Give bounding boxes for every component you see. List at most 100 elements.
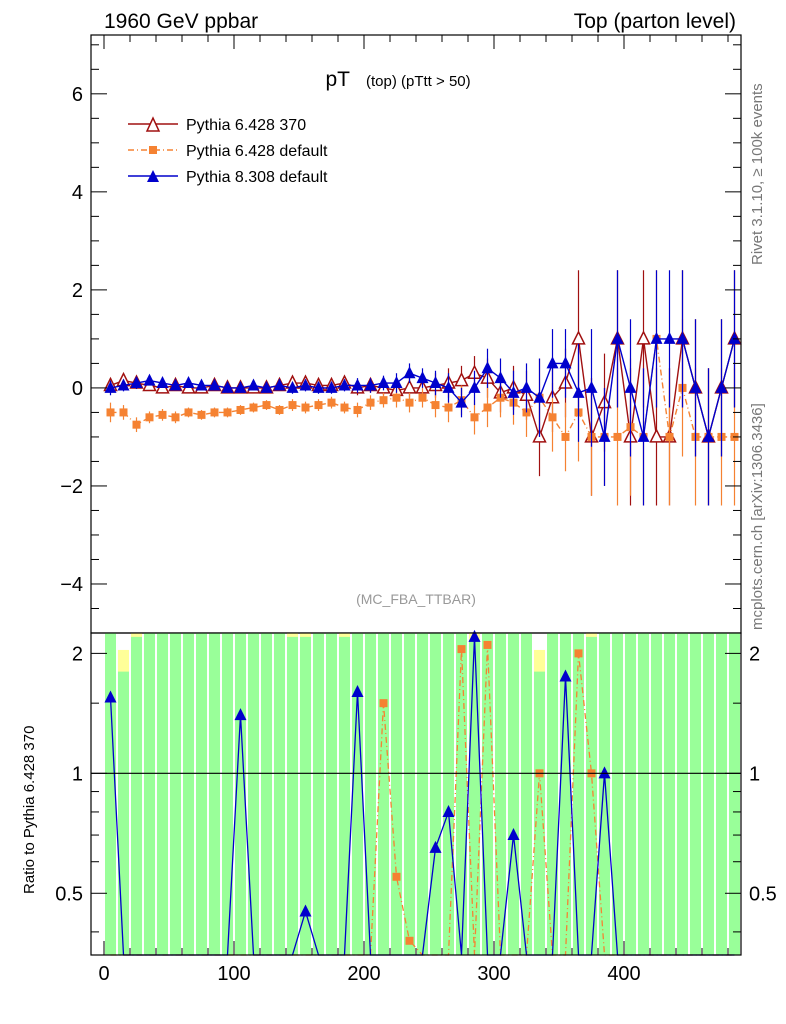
data-point	[195, 378, 208, 391]
data-point	[273, 378, 286, 391]
data-point	[429, 376, 442, 389]
ratio-data-point	[457, 645, 466, 654]
ratio-band-inner	[521, 633, 532, 955]
data-point	[561, 432, 570, 441]
ratio-band-inner	[209, 633, 220, 955]
data-point	[390, 376, 403, 389]
rivet-label: Rivet 3.1.10, ≥ 100k events	[749, 83, 766, 265]
data-point	[405, 398, 414, 407]
data-point	[379, 396, 388, 405]
ratio-band-inner	[677, 633, 688, 955]
data-point	[481, 361, 494, 374]
ratio-ytick-label: 1	[72, 763, 83, 785]
ratio-data-point	[442, 804, 455, 817]
data-point	[314, 401, 323, 410]
ratio-band-inner	[651, 633, 662, 955]
ratio-band-inner	[235, 633, 246, 955]
ratio-band-inner	[469, 639, 480, 955]
data-point	[288, 401, 297, 410]
ratio-band-inner	[248, 633, 259, 955]
data-point	[728, 331, 741, 344]
ratio-band-inner	[664, 633, 675, 955]
ratio-band-inner	[157, 633, 168, 955]
legend-label-pythia8-default: Pythia 8.308 default	[186, 169, 328, 186]
data-point	[520, 380, 533, 393]
data-point	[145, 413, 154, 422]
ratio-band-inner	[547, 633, 558, 955]
data-point	[169, 378, 182, 391]
data-point	[236, 405, 245, 414]
main-ytick-label: −4	[60, 574, 83, 596]
data-point	[117, 378, 130, 391]
data-point	[132, 420, 141, 429]
data-point	[598, 429, 611, 442]
data-point	[637, 429, 650, 442]
data-point	[454, 371, 469, 387]
data-point	[377, 376, 390, 389]
data-point	[286, 380, 299, 393]
ratio-xtick-label: 0	[98, 963, 109, 985]
ratio-ytick-label-right: 0.5	[749, 883, 777, 905]
data-point	[130, 376, 143, 389]
data-point	[171, 413, 180, 422]
data-point	[663, 331, 676, 344]
ratio-band-inner	[365, 633, 376, 955]
ratio-ytick-label-right: 2	[749, 643, 760, 665]
ratio-band-inner	[625, 633, 636, 955]
ratio-band-inner	[404, 633, 415, 955]
ratio-band-inner	[105, 633, 116, 955]
data-point	[689, 380, 702, 393]
header-right: Top (parton level)	[574, 10, 736, 33]
ratio-band-inner	[352, 633, 363, 955]
data-point	[364, 378, 377, 391]
ratio-data-point	[574, 649, 583, 658]
data-point	[468, 380, 481, 393]
data-point	[715, 380, 728, 393]
ratio-data-point	[379, 699, 388, 708]
data-point	[184, 408, 193, 417]
data-point	[338, 378, 351, 391]
data-point	[197, 410, 206, 419]
ratio-xtick-label: 300	[477, 963, 510, 985]
data-point	[533, 390, 546, 403]
data-point	[104, 380, 117, 393]
header-left: 1960 GeV ppbar	[104, 10, 258, 33]
data-point	[182, 376, 195, 389]
ratio-band-inner	[690, 633, 701, 955]
data-point	[702, 429, 715, 442]
data-point	[636, 330, 651, 345]
ratio-band-inner	[482, 633, 493, 955]
ratio-band-inner	[222, 633, 233, 955]
ratio-band-inner	[573, 633, 584, 955]
ratio-band-inner	[495, 633, 506, 955]
data-point	[312, 380, 325, 393]
data-point	[585, 380, 598, 393]
data-point	[325, 380, 338, 393]
data-point	[143, 373, 156, 386]
main-ytick-label: 6	[72, 84, 83, 106]
data-point	[275, 405, 284, 414]
ratio-band-inner	[144, 633, 155, 955]
ratio-band-inner	[534, 671, 545, 955]
ratio-band-inner	[586, 636, 597, 955]
data-point	[299, 378, 312, 391]
main-panel: −4 −2 0 2 4 6 pT (top) (pTtt > 50) (MC_FBA_TT…	[60, 34, 742, 634]
data-point	[156, 376, 169, 389]
main-ytick-label: −2	[60, 476, 83, 498]
data-point	[507, 385, 520, 398]
ratio-ytick-label: 2	[72, 643, 83, 665]
data-point	[221, 380, 234, 393]
data-point	[665, 432, 674, 441]
ratio-band-inner	[313, 633, 324, 955]
data-point	[559, 356, 572, 369]
data-point	[353, 405, 362, 414]
ratio-ylabel: Ratio to Pythia 6.428 370	[21, 726, 38, 894]
ratio-data-point	[351, 684, 364, 697]
ratio-band-inner	[118, 671, 129, 955]
ratio-ytick-label-right: 1	[749, 763, 760, 785]
data-point	[392, 393, 401, 402]
legend-entry-pythia6-default: Pythia 6.428 default	[128, 143, 328, 160]
main-ytick-label: 2	[72, 280, 83, 302]
main-ytick-label: 0	[72, 378, 83, 400]
